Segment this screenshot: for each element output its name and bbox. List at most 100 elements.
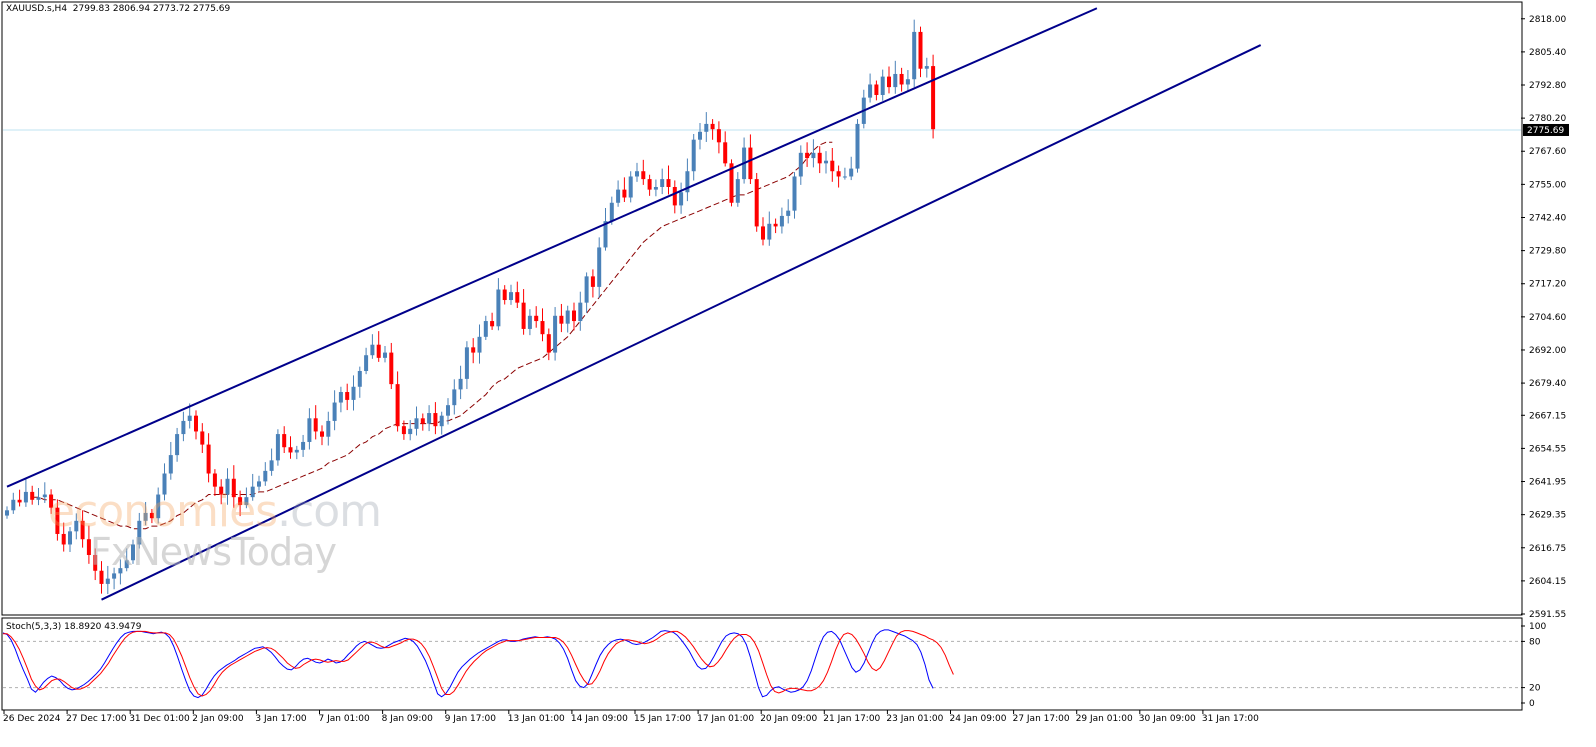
time-tick-label: 9 Jan 17:00 — [445, 714, 497, 724]
candle-body — [301, 441, 306, 450]
candle-body — [931, 66, 936, 130]
symbol-label: XAUUSD.s,H4 — [6, 4, 68, 14]
price-tick-label: 2692.00 — [1529, 346, 1566, 356]
price-tick-label: 2654.55 — [1529, 444, 1566, 454]
price-tick-label: 2641.95 — [1529, 478, 1566, 488]
candle-body — [666, 179, 671, 187]
candle-body — [805, 152, 810, 159]
candle-body — [698, 131, 702, 140]
channel-lower-line — [101, 44, 1262, 601]
candle-body — [389, 352, 394, 385]
price-tick-label: 2780.20 — [1529, 114, 1566, 124]
ohlc-values: 2799.83 2806.94 2773.72 2775.69 — [72, 4, 231, 14]
candle-body — [553, 315, 558, 353]
candle-body — [534, 315, 539, 322]
time-tick-label: 27 Jan 17:00 — [1013, 714, 1070, 724]
price-tick-label: 2704.60 — [1529, 313, 1566, 323]
candle-body — [370, 344, 375, 356]
price-tick-label: 2742.40 — [1529, 213, 1566, 223]
candle-body — [231, 478, 236, 498]
moving-average-line — [32, 141, 833, 530]
candle-body — [149, 512, 154, 519]
candle-body — [616, 189, 621, 203]
stoch-signal-line — [3, 630, 954, 697]
price-tick-label: 2755.00 — [1529, 180, 1566, 190]
candle-body — [483, 321, 488, 337]
candle-body — [710, 123, 715, 130]
candle-body — [905, 79, 910, 85]
candle-body — [628, 176, 633, 198]
candle-body — [609, 202, 614, 222]
candle-body — [786, 210, 791, 216]
price-tick-label: 2667.15 — [1529, 411, 1566, 421]
candle-body — [458, 378, 463, 390]
candle-body — [86, 539, 91, 555]
candle-body — [257, 481, 261, 487]
candle-body — [206, 444, 211, 474]
price-tick-label: 2629.35 — [1529, 511, 1566, 521]
candle-body — [647, 179, 652, 190]
candle-body — [509, 292, 513, 301]
candle-body — [584, 276, 589, 303]
candle-body — [80, 520, 85, 540]
candle-body — [521, 302, 526, 329]
stoch-tick-label: 0 — [1529, 699, 1535, 709]
price-tick-label: 2792.80 — [1529, 81, 1566, 91]
candle-body — [817, 152, 822, 164]
time-tick-label: 31 Dec 01:00 — [129, 714, 190, 724]
time-tick-label: 15 Jan 17:00 — [634, 714, 691, 724]
candle-body — [156, 494, 161, 519]
candle-body — [672, 186, 677, 206]
candle-body — [716, 129, 721, 143]
candle-body — [798, 152, 803, 177]
stoch-tick-label: 20 — [1529, 684, 1541, 694]
symbol-header: XAUUSD.s,H4 2799.83 2806.94 2773.72 2775… — [6, 4, 230, 14]
time-tick-label: 8 Jan 09:00 — [382, 714, 434, 724]
candle-body — [275, 434, 280, 461]
time-tick-label: 26 Dec 2024 — [3, 714, 61, 724]
candle-body — [175, 434, 180, 456]
candle-body — [496, 289, 501, 327]
candle-body — [395, 384, 400, 427]
candle-body — [477, 336, 482, 353]
candle-body — [824, 160, 828, 164]
candle-body — [811, 152, 816, 159]
stoch-tick-label: 80 — [1529, 637, 1541, 647]
time-tick-label: 2 Jan 09:00 — [192, 714, 244, 724]
candle-body — [767, 223, 772, 240]
candle-body — [294, 449, 299, 453]
price-tick-label: 2591.55 — [1529, 610, 1566, 620]
candle-body — [99, 570, 104, 584]
candle-body — [420, 418, 425, 424]
candle-body — [685, 171, 690, 193]
channel-upper-line — [6, 7, 1098, 488]
price-tick-label: 2679.40 — [1529, 379, 1566, 389]
candle-body — [893, 73, 898, 88]
time-tick-label: 7 Jan 01:00 — [319, 714, 371, 724]
candle-body — [263, 470, 268, 482]
candle-body — [5, 510, 9, 516]
candle-body — [887, 76, 891, 88]
candle-body — [320, 431, 324, 437]
candle-body — [338, 392, 343, 403]
price-tick-label: 2717.20 — [1529, 280, 1566, 290]
candle-body — [11, 499, 16, 511]
candle-body — [36, 497, 41, 500]
candle-body — [23, 491, 28, 503]
candle-body — [307, 418, 312, 442]
candle-body — [238, 497, 243, 506]
candle-body — [842, 176, 847, 178]
candle-body — [427, 413, 432, 424]
candle-body — [704, 123, 709, 132]
candle-body — [313, 418, 318, 432]
candle-body — [105, 578, 110, 584]
candle-body — [345, 392, 350, 400]
candle-body — [269, 460, 274, 471]
candle-body — [880, 76, 885, 95]
candle-body — [779, 215, 784, 227]
price-tick-label: 2767.60 — [1529, 147, 1566, 157]
candle-body — [590, 276, 595, 287]
time-tick-label: 30 Jan 09:00 — [1139, 714, 1196, 724]
